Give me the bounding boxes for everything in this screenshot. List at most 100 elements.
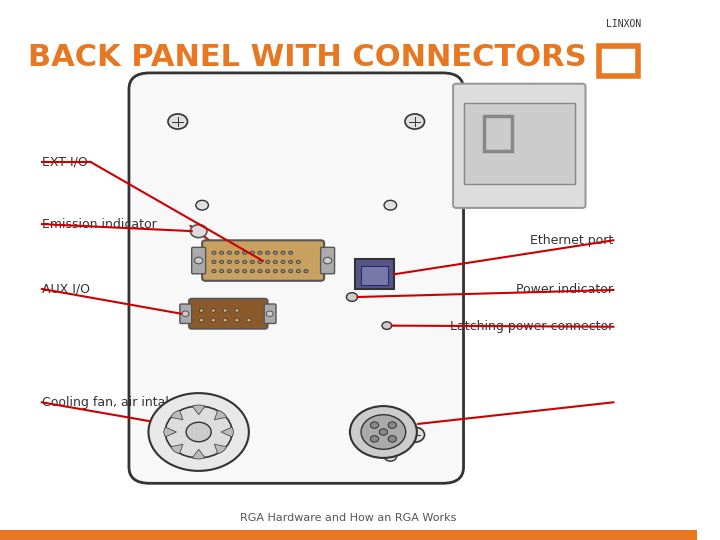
Circle shape bbox=[281, 269, 285, 273]
Text: Power indicator: Power indicator bbox=[516, 284, 613, 296]
Circle shape bbox=[235, 260, 239, 264]
Circle shape bbox=[220, 260, 224, 264]
Circle shape bbox=[266, 311, 274, 316]
Circle shape bbox=[251, 251, 254, 254]
Circle shape bbox=[388, 422, 397, 428]
Circle shape bbox=[251, 260, 254, 264]
Text: Emission indicator: Emission indicator bbox=[42, 218, 156, 231]
Circle shape bbox=[405, 427, 425, 442]
Circle shape bbox=[212, 260, 216, 264]
Wedge shape bbox=[192, 405, 205, 415]
Circle shape bbox=[361, 415, 405, 449]
FancyBboxPatch shape bbox=[202, 240, 324, 281]
Wedge shape bbox=[221, 427, 233, 437]
Text: EXT I/O: EXT I/O bbox=[42, 156, 88, 168]
Circle shape bbox=[243, 269, 247, 273]
Circle shape bbox=[211, 319, 215, 322]
Circle shape bbox=[258, 260, 262, 264]
Circle shape bbox=[165, 406, 232, 458]
Circle shape bbox=[168, 114, 187, 129]
Bar bbox=[0, 530, 697, 540]
FancyBboxPatch shape bbox=[453, 84, 585, 208]
Circle shape bbox=[228, 269, 231, 273]
Circle shape bbox=[168, 427, 187, 442]
Wedge shape bbox=[215, 444, 227, 454]
Circle shape bbox=[370, 436, 379, 442]
Wedge shape bbox=[171, 410, 183, 420]
Circle shape bbox=[289, 269, 293, 273]
Circle shape bbox=[296, 269, 300, 273]
Circle shape bbox=[223, 309, 228, 312]
Circle shape bbox=[220, 269, 224, 273]
FancyBboxPatch shape bbox=[604, 50, 621, 66]
Circle shape bbox=[196, 200, 208, 210]
Text: RGA Hardware and How an RGA Works: RGA Hardware and How an RGA Works bbox=[240, 514, 456, 523]
Circle shape bbox=[211, 309, 215, 312]
Circle shape bbox=[228, 251, 231, 254]
Circle shape bbox=[266, 260, 270, 264]
Circle shape bbox=[194, 258, 203, 264]
Text: BACK PANEL WITH CONNECTORS: BACK PANEL WITH CONNECTORS bbox=[28, 43, 587, 72]
Circle shape bbox=[274, 251, 277, 254]
Wedge shape bbox=[192, 449, 205, 459]
Circle shape bbox=[382, 322, 392, 329]
Circle shape bbox=[199, 319, 204, 322]
Text: Latching power connector: Latching power connector bbox=[450, 320, 613, 333]
Circle shape bbox=[274, 260, 277, 264]
Circle shape bbox=[235, 309, 239, 312]
Wedge shape bbox=[164, 427, 176, 437]
Circle shape bbox=[346, 293, 358, 301]
Circle shape bbox=[350, 406, 417, 458]
Circle shape bbox=[405, 114, 425, 129]
Circle shape bbox=[370, 422, 379, 428]
Circle shape bbox=[296, 260, 300, 264]
Text: AUX I/O: AUX I/O bbox=[42, 282, 90, 295]
Circle shape bbox=[243, 251, 247, 254]
Wedge shape bbox=[215, 410, 227, 420]
Circle shape bbox=[384, 200, 397, 210]
Circle shape bbox=[281, 260, 285, 264]
FancyBboxPatch shape bbox=[264, 304, 276, 323]
Circle shape bbox=[388, 436, 397, 442]
Circle shape bbox=[243, 260, 247, 264]
FancyBboxPatch shape bbox=[361, 266, 388, 285]
Circle shape bbox=[266, 269, 270, 273]
Circle shape bbox=[304, 269, 308, 273]
FancyBboxPatch shape bbox=[129, 73, 464, 483]
Circle shape bbox=[251, 269, 254, 273]
Circle shape bbox=[220, 251, 224, 254]
FancyBboxPatch shape bbox=[464, 103, 575, 184]
FancyBboxPatch shape bbox=[356, 259, 394, 289]
FancyBboxPatch shape bbox=[180, 304, 192, 323]
Text: Ethernet port: Ethernet port bbox=[530, 234, 613, 247]
Text: Cooling fan, air intake: Cooling fan, air intake bbox=[42, 396, 180, 409]
FancyBboxPatch shape bbox=[189, 299, 268, 329]
Text: LINXON: LINXON bbox=[606, 19, 642, 29]
Circle shape bbox=[228, 260, 231, 264]
Text: LINXON: LINXON bbox=[504, 171, 534, 180]
Circle shape bbox=[289, 251, 293, 254]
Circle shape bbox=[212, 269, 216, 273]
Wedge shape bbox=[171, 444, 183, 454]
Circle shape bbox=[212, 251, 216, 254]
Circle shape bbox=[247, 319, 251, 322]
Circle shape bbox=[235, 269, 239, 273]
Circle shape bbox=[289, 260, 293, 264]
Circle shape bbox=[379, 429, 387, 435]
Circle shape bbox=[384, 451, 397, 461]
Circle shape bbox=[235, 251, 239, 254]
Circle shape bbox=[258, 251, 262, 254]
Circle shape bbox=[274, 269, 277, 273]
FancyBboxPatch shape bbox=[320, 247, 335, 274]
FancyBboxPatch shape bbox=[192, 247, 206, 274]
Circle shape bbox=[235, 319, 239, 322]
Circle shape bbox=[223, 319, 228, 322]
Circle shape bbox=[323, 258, 332, 264]
Circle shape bbox=[148, 393, 249, 471]
Circle shape bbox=[266, 251, 270, 254]
Circle shape bbox=[186, 422, 211, 442]
Circle shape bbox=[258, 269, 262, 273]
Circle shape bbox=[281, 251, 285, 254]
Circle shape bbox=[199, 309, 204, 312]
Circle shape bbox=[196, 451, 208, 461]
